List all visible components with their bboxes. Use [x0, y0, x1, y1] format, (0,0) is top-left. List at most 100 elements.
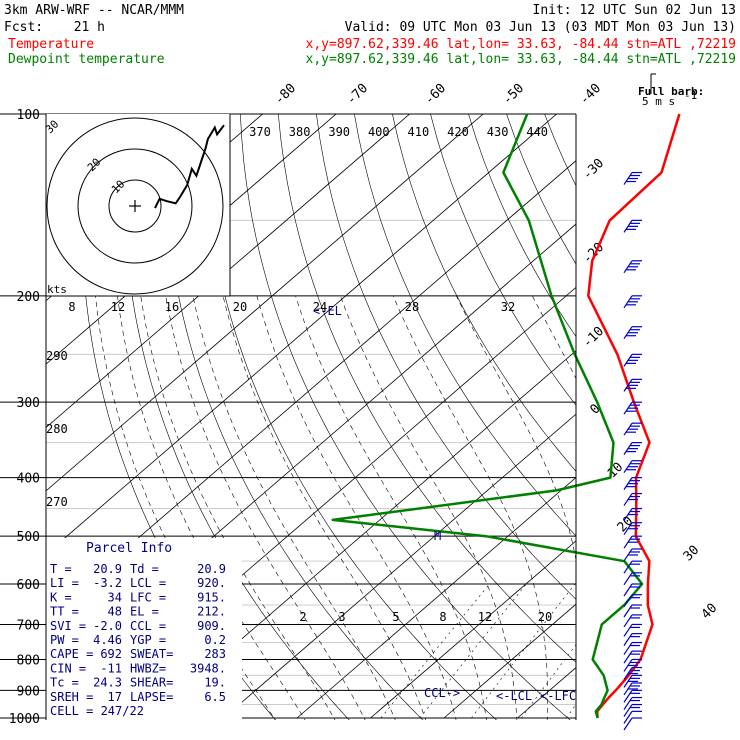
isotherm-line	[46, 114, 557, 555]
isotherm-line	[517, 667, 576, 719]
legend-temperature-name: Temperature	[8, 37, 94, 52]
parcel-info-title: Parcel Info	[86, 541, 172, 556]
moist-adiabat	[256, 295, 457, 720]
parcel-value: 6.5	[204, 690, 226, 704]
pressure-label: 400	[17, 472, 40, 487]
parcel-cell: CELL = 247/22	[50, 704, 144, 718]
moist-adiabat	[664, 296, 734, 731]
moist-adiabat	[165, 295, 366, 720]
pressure-label: 1000	[9, 712, 40, 727]
isotherm-label: -50	[500, 81, 527, 108]
parcel-value: 24.3	[93, 676, 122, 690]
wind-barb	[623, 422, 642, 436]
speed-axis-label: 8	[68, 300, 75, 314]
isotherm-line	[591, 114, 740, 718]
wind-barb	[623, 689, 642, 703]
theta-label: 410	[408, 125, 430, 139]
wind-barb	[623, 442, 642, 455]
legend-temperature-info: x,y=897.62,339.46 lat,lon= 33.63, -84.44…	[306, 37, 736, 52]
speed-axis-label: 24	[313, 300, 327, 314]
wind-barb	[623, 696, 642, 710]
parcel-value: 0.2	[204, 633, 226, 647]
theta-label: 380	[289, 125, 311, 139]
dry-adiabat	[354, 114, 576, 537]
parcel-info-panel: Parcel Info T = 20.9 Td = 20.9 LI = -3.2 LCL =…	[46, 538, 242, 720]
forecast-label: Fcst:	[4, 20, 43, 35]
wind-barb	[623, 522, 642, 536]
dry-adiabat	[735, 114, 740, 731]
moist-adiabat	[117, 295, 306, 720]
hodograph-ring	[46, 117, 224, 295]
moist-adiabat	[392, 295, 548, 720]
hodograph-trace	[154, 124, 225, 209]
parcel-value: 920.	[197, 576, 226, 590]
parcel-value: 48	[108, 605, 122, 619]
legend-dewpoint-name: Dewpoint temperature	[8, 52, 165, 67]
dry-adiabat	[392, 114, 576, 472]
skewt-profiles: CCL-> <-LCL <-LFC <-EL M	[313, 113, 681, 719]
isotherm-label: -70	[344, 81, 371, 108]
parcel-value: 3948.	[190, 661, 226, 675]
parcel-label: Tc =	[50, 676, 79, 690]
hodograph-ring	[108, 179, 162, 233]
chart-frame	[45, 114, 577, 720]
wind-barb	[623, 401, 642, 415]
side-theta-label: 280	[46, 422, 68, 436]
dewpoint-profile	[331, 113, 644, 719]
theta-label: 370	[249, 125, 271, 139]
lcl-marker: <-LCL	[496, 689, 532, 703]
wind-barb	[623, 548, 642, 562]
wind-barb	[623, 326, 642, 340]
wind-barb	[623, 353, 642, 367]
isotherm-label: 40	[699, 601, 721, 623]
wind-barb	[623, 378, 642, 392]
dry-adiabat	[316, 114, 576, 600]
hodograph-ring	[77, 148, 193, 264]
speed-axis-label: 28	[405, 300, 419, 314]
wind-barb	[623, 717, 642, 731]
theta-label: 400	[368, 125, 390, 139]
dry-adiabat	[659, 114, 740, 731]
parcel-value: 915.	[197, 590, 226, 604]
wind-barb	[623, 260, 642, 274]
isotherm-line	[296, 476, 576, 719]
moist-adiabat	[694, 296, 740, 731]
full-barb-unit: 5 m s	[642, 95, 675, 108]
speed-axis-label: 20	[233, 300, 247, 314]
dry-adiabat	[430, 114, 576, 406]
mixing-ratio-line	[566, 703, 576, 719]
pressure-label: 700	[17, 618, 40, 633]
parcel-value: 17	[108, 690, 122, 704]
wind-barb	[623, 560, 642, 574]
parcel-value: 283	[204, 647, 226, 661]
lfc-marker: <-LFC	[540, 689, 576, 703]
parcel-label: LFC =	[130, 590, 166, 604]
legend-dewpoint-info: x,y=897.62,339.46 lat,lon= 33.63, -84.44…	[306, 52, 736, 67]
parcel-label: CAPE =	[50, 647, 93, 661]
mixing-ratio-label: 3	[338, 610, 345, 624]
parcel-label: SHEAR=	[130, 676, 173, 690]
isotherm-line	[370, 540, 576, 719]
wind-barb	[623, 171, 642, 185]
dry-adiabat	[163, 114, 424, 720]
speed-axis-label: 32	[501, 300, 515, 314]
wind-barbs	[623, 171, 642, 731]
isotherm-label: 30	[681, 543, 703, 565]
theta-label: 390	[328, 125, 350, 139]
pressure-label: 200	[17, 290, 40, 305]
pressure-label: 800	[17, 653, 40, 668]
wind-barb	[623, 477, 642, 490]
isotherm-line	[223, 413, 576, 719]
parcel-value: 20.9	[93, 562, 122, 576]
parcel-label: SREH =	[50, 690, 93, 704]
parcel-label: LAPSE=	[130, 690, 173, 704]
mixing-ratio-label: 8	[439, 610, 446, 624]
parcel-label: YGP =	[130, 633, 166, 647]
isotherm-label: -20	[580, 240, 607, 267]
parcel-value: 20.9	[197, 562, 226, 576]
wind-barb	[623, 460, 642, 474]
mixing-ratio-label: 12	[478, 610, 492, 624]
parcel-value: 19.	[204, 676, 226, 690]
parcel-label: SWEAT=	[130, 647, 173, 661]
